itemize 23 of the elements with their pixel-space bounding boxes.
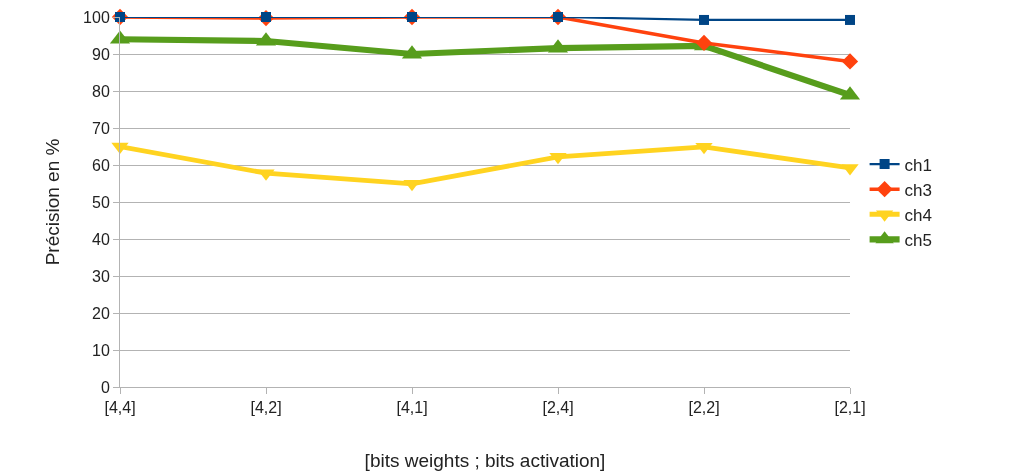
y-tick-label: 0: [100, 378, 110, 396]
legend-label: ch5: [904, 230, 933, 250]
x-axis-title: [bits weights ; bits activation]: [364, 450, 606, 471]
legend-label: ch3: [904, 180, 933, 200]
legend-label: ch1: [904, 155, 933, 175]
y-tick-label: 50: [92, 193, 110, 211]
legend-label: ch4: [904, 205, 933, 225]
x-tick-label: [4,1]: [396, 399, 428, 417]
x-tick-label: [2,2]: [688, 399, 720, 417]
y-tick-label: 20: [92, 304, 110, 322]
y-tick-label: 10: [92, 341, 110, 359]
y-axis-title: Précision en %: [41, 138, 63, 266]
y-tick-label: 30: [92, 267, 110, 285]
x-tick-label: [4,4]: [104, 399, 136, 417]
y-tick-label: 90: [92, 45, 110, 63]
x-tick-label: [4,2]: [250, 399, 282, 417]
y-tick-label: 80: [92, 82, 110, 100]
y-tick-label: 40: [92, 230, 110, 248]
x-tick-label: [2,1]: [834, 399, 866, 417]
y-tick-label: 60: [92, 156, 110, 174]
y-tick-label: 70: [92, 119, 110, 137]
x-tick-label: [2,4]: [542, 399, 574, 417]
y-tick-label: 100: [83, 8, 110, 26]
